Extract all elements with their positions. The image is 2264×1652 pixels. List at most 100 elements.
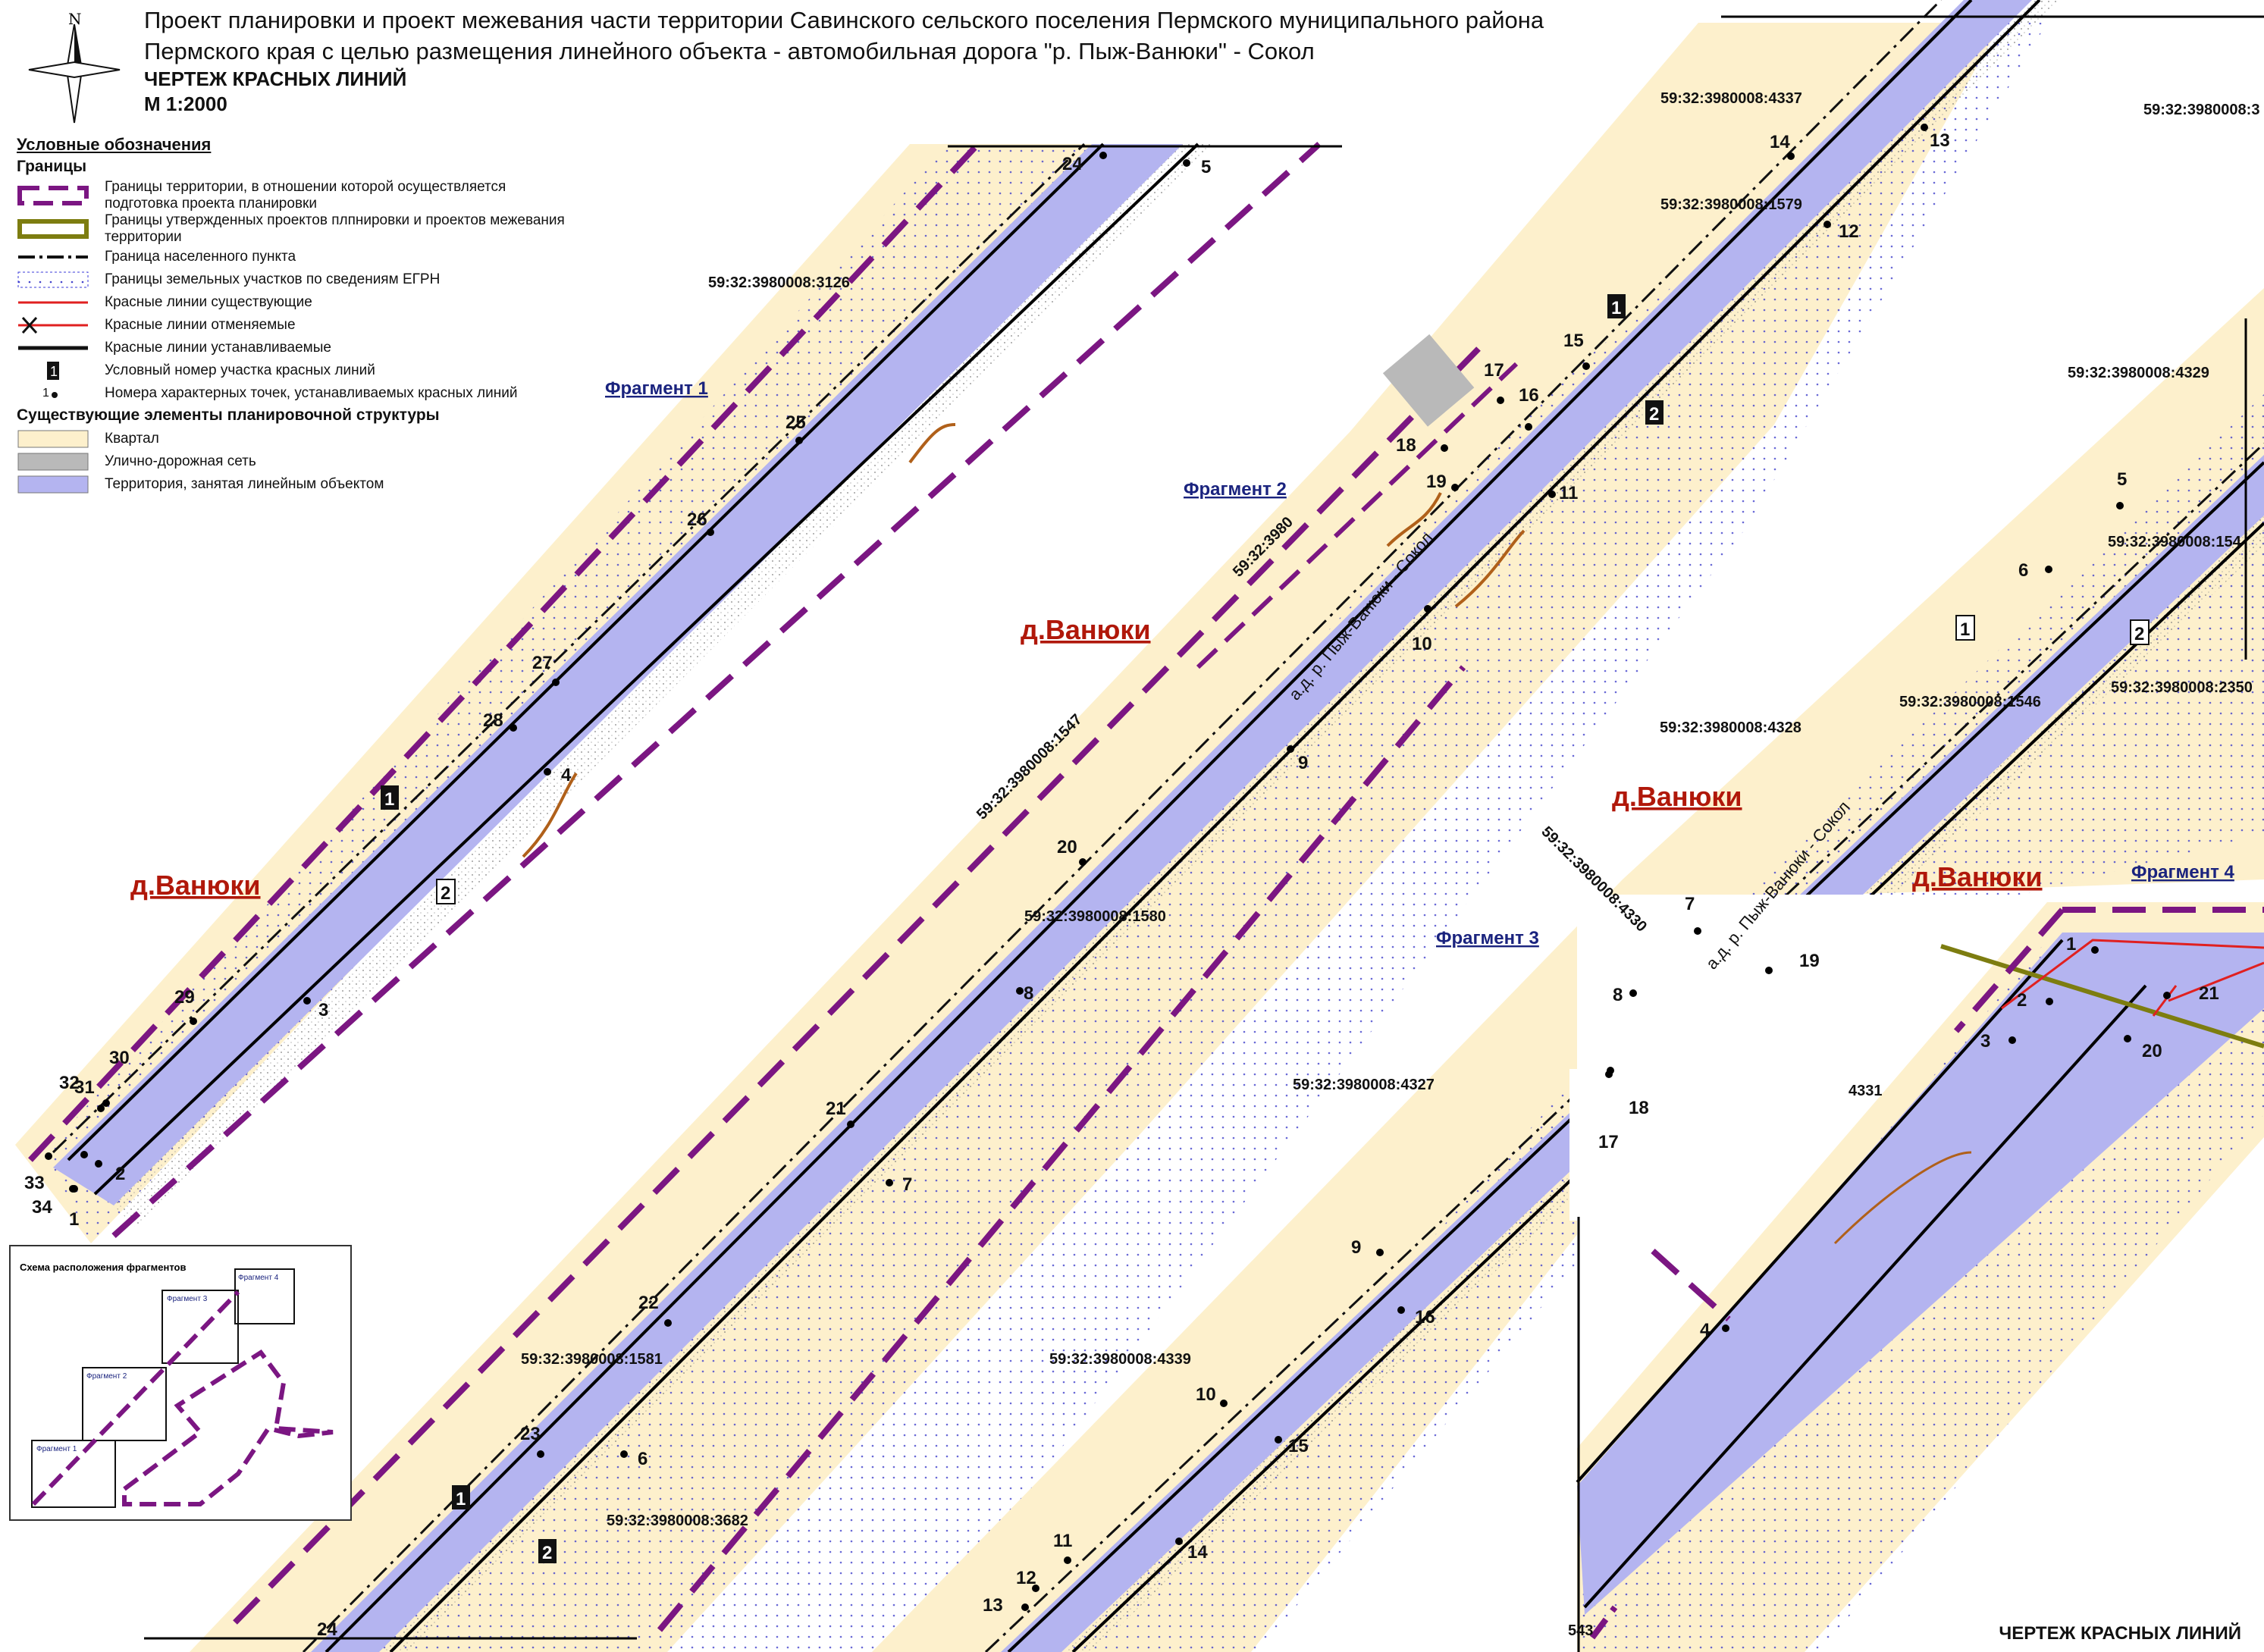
fragment-label: Фрагмент 3 xyxy=(1436,928,1539,948)
section-number-2: 2 xyxy=(1645,400,1664,425)
point-label: 6 xyxy=(638,1449,648,1469)
point-marker xyxy=(1376,1249,1384,1256)
point-label: 3 xyxy=(318,1000,328,1020)
boundary xyxy=(1651,1249,1731,1321)
road-area xyxy=(53,144,1183,1205)
settlement-line xyxy=(302,0,1943,1652)
street-symbol xyxy=(17,453,89,471)
point-marker xyxy=(2046,998,2053,1005)
cadastral-label: 59:32:3980008:4327 xyxy=(1293,1077,1435,1093)
point-label: 19 xyxy=(1799,951,1820,971)
legend-item: Границы земельных участков по сведениям … xyxy=(17,268,570,291)
point-label: 20 xyxy=(2142,1041,2162,1061)
village-label: д.Ванюки xyxy=(130,870,261,901)
legend-item: Квартал xyxy=(17,428,570,450)
legend-label: Квартал xyxy=(105,431,159,447)
legend-label: Границы территории, в отношении которой … xyxy=(105,179,506,212)
fragment-label: Фрагмент 1 xyxy=(605,378,708,399)
point-label: 9 xyxy=(1298,753,1308,773)
section-number-symbol: 1 xyxy=(47,362,59,380)
point-label: 5 xyxy=(2117,469,2127,490)
point-label: 8 xyxy=(1613,985,1623,1005)
point-marker xyxy=(1451,484,1459,491)
point-label: 33 xyxy=(24,1173,45,1193)
cadastral-label: 59:32:3980008:4328 xyxy=(1660,719,1801,736)
point-label: 11 xyxy=(1559,483,1578,503)
point-marker xyxy=(97,1105,105,1112)
section-number-1: 1 xyxy=(1955,615,1975,641)
point-marker xyxy=(1765,967,1773,974)
ditch xyxy=(1386,492,1442,547)
legend-num-sample: 1 xyxy=(50,364,58,379)
point-label: 29 xyxy=(174,987,195,1008)
point-number-symbol: 1 xyxy=(42,387,58,400)
point-label: 8 xyxy=(1024,983,1033,1004)
red-new-symbol xyxy=(18,346,88,350)
inset-frame-label: Фрагмент 1 xyxy=(36,1445,77,1453)
fragment-2 xyxy=(144,0,2264,1652)
inset-caption: Схема расположения фрагментов xyxy=(20,1262,187,1273)
point-marker xyxy=(1497,397,1504,404)
point-label: 19 xyxy=(1426,472,1447,492)
boundary xyxy=(233,346,1481,1625)
inset-boundary xyxy=(31,1290,334,1506)
parcel-symbol xyxy=(17,271,89,288)
cadastral-label: 59:32:3980008:1581 xyxy=(521,1351,663,1368)
legend-item: Территория, занятая линейным объектом xyxy=(17,473,570,496)
drawing-name: ЧЕРТЕЖ КРАСНЫХ ЛИНИЙ xyxy=(144,67,407,90)
point-marker xyxy=(1099,152,1107,159)
approved-boundary-symbol xyxy=(17,219,89,239)
legend-group-boundaries: Границы xyxy=(17,158,87,175)
legend-group-structure: Существующие элементы планировочной стру… xyxy=(17,406,440,424)
point-marker xyxy=(1921,124,1928,131)
header: Проект планировки и проект межевания час… xyxy=(144,5,1544,117)
point-label: 4 xyxy=(1700,1320,1711,1340)
point-label: 32 xyxy=(59,1073,80,1093)
point-marker xyxy=(1397,1306,1405,1314)
point-marker xyxy=(1629,989,1637,997)
cadastral-label: 59:32:3980008:3 xyxy=(2143,102,2259,118)
point-label: 7 xyxy=(902,1174,912,1195)
svg-text:1: 1 xyxy=(456,1489,466,1509)
section-number-2: 2 xyxy=(436,879,456,904)
point-label: 10 xyxy=(1196,1384,1216,1405)
road-symbol xyxy=(17,475,89,494)
block-area xyxy=(872,288,2264,1652)
point-marker xyxy=(886,1179,893,1186)
point-label: 2 xyxy=(2017,990,2027,1011)
point-label: 15 xyxy=(1288,1436,1309,1456)
approved-boundary xyxy=(1940,944,2264,1049)
legend-item: 1 Номера характерных точек, устанавливае… xyxy=(17,382,570,405)
point-marker xyxy=(1032,1585,1039,1592)
point-marker xyxy=(1582,362,1590,370)
legend-item: Красные линии отменяемые xyxy=(17,314,570,337)
point-label: 20 xyxy=(1057,837,1077,857)
fragment-1 xyxy=(15,142,1342,1243)
point-label: 27 xyxy=(532,653,553,673)
point-marker xyxy=(1016,987,1024,995)
point-label: 7 xyxy=(1685,894,1695,914)
point-label: 23 xyxy=(520,1424,541,1444)
red-cancelled-symbol xyxy=(18,316,88,334)
red-line-1 xyxy=(325,0,1973,1652)
legend-label: Номера характерных точек, устанавливаемы… xyxy=(105,385,518,401)
svg-text:2: 2 xyxy=(441,883,450,904)
point-label: 22 xyxy=(638,1293,659,1313)
point-label: 24 xyxy=(317,1619,337,1640)
boundary xyxy=(111,142,1322,1238)
footer-title: ЧЕРТЕЖ КРАСНЫХ ЛИНИЙ xyxy=(1999,1623,2241,1644)
point-label: 31 xyxy=(74,1077,95,1098)
north-arrow-icon: N xyxy=(14,9,135,130)
section-number-1: 1 xyxy=(1607,294,1626,318)
point-marker xyxy=(2163,992,2171,999)
point-marker xyxy=(2116,502,2124,509)
cadastral-label: 59:32:3980008:4339 xyxy=(1049,1351,1191,1368)
cadastral-label: 59:32:3980008:154 xyxy=(2108,534,2242,550)
point-label: 17 xyxy=(1598,1132,1619,1152)
legend-label: Красные линии устанавливаемые xyxy=(105,340,331,356)
point-marker xyxy=(45,1152,52,1160)
point-label: 15 xyxy=(1563,331,1584,351)
legend-item: 1 Условный номер участка красных линий xyxy=(17,359,570,382)
point-label: 2 xyxy=(115,1164,125,1184)
